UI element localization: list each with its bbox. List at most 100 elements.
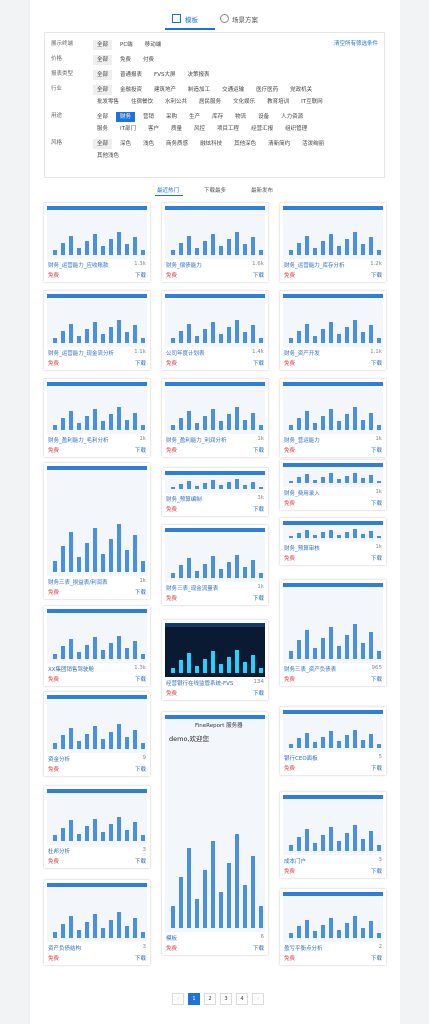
card-title[interactable]: 盈亏平衡点分析 [284, 946, 323, 952]
card-title[interactable]: 财务_预算审核 [284, 546, 320, 552]
filter-option[interactable]: IT互联网 [301, 99, 323, 105]
sort-option[interactable]: 最新发布 [251, 188, 274, 194]
card-download[interactable]: 下载 [134, 677, 146, 683]
tab[interactable]: 场景方案 [232, 16, 258, 24]
template-card[interactable]: XX集团销售驾驶舱 1.3k 免费 下载 [44, 606, 150, 686]
filter-option[interactable]: 文化娱乐 [233, 99, 256, 105]
filter-option[interactable]: 物流 [235, 114, 247, 120]
template-card[interactable]: 财务_盈利能力_利润分析 1k 免费 下载 [162, 379, 268, 457]
card-title[interactable]: 财务三表_现金流量表 [166, 586, 219, 592]
template-card[interactable]: 财务_运营能力_现金流分析 1.1k 免费 下载 [44, 291, 150, 370]
card-download[interactable]: 下载 [134, 859, 146, 865]
card-download[interactable]: 下载 [370, 677, 382, 683]
page-prev[interactable]: ‹ [172, 993, 184, 1005]
template-card[interactable]: 财务_偿债能力 1.6k 免费 下载 [162, 203, 268, 282]
template-card[interactable]: 财务_盈利能力_毛利分析 1k 免费 下载 [44, 379, 150, 457]
template-card[interactable]: 经营银行在线监管系统-FVS 134 免费 下载 [162, 620, 268, 700]
filter-option[interactable]: 移动端 [144, 42, 162, 48]
filter-option[interactable]: 人力资源 [281, 114, 304, 120]
clear-filters[interactable]: 清空所有筛选条件 [333, 41, 378, 47]
card-title[interactable]: 成本门户 [284, 859, 307, 865]
template-card[interactable]: 财务_运营能力_应收账款 1.3k 免费 下载 [44, 203, 150, 282]
filter-option[interactable]: 交通运输 [222, 87, 245, 93]
card-download[interactable]: 下载 [370, 556, 382, 562]
template-card[interactable]: 杜邦分析 3 免费 下载 [44, 786, 150, 868]
template-card[interactable]: 财务三表_损益表/利润表 1k 免费 下载 [44, 463, 150, 599]
filter-option[interactable]: 设备 [258, 114, 270, 120]
template-card[interactable]: 资产负债结构 3 免费 下载 [44, 880, 150, 965]
card-download[interactable]: 下载 [370, 273, 382, 279]
card-download[interactable]: 下载 [252, 273, 264, 279]
filter-option[interactable]: 质量 [171, 126, 183, 132]
card-title[interactable]: 资金分析 [48, 757, 71, 763]
card-download[interactable]: 下载 [252, 596, 264, 602]
template-card[interactable]: 财务三表_资产负债表 965 免费 下载 [280, 580, 386, 686]
filter-option[interactable]: 活泼绚丽 [302, 141, 325, 147]
template-card[interactable]: 公司年度计划表 1.4k 免费 下载 [162, 291, 268, 370]
filter-option[interactable]: 免费 [120, 57, 132, 63]
filter-option[interactable]: 浅色 [143, 141, 155, 147]
card-download[interactable]: 下载 [370, 448, 382, 454]
filter-option[interactable]: 付费 [143, 57, 155, 63]
filter-option[interactable]: 党政机关 [290, 87, 313, 93]
filter-option[interactable]: 财务 [116, 112, 136, 122]
filter-option[interactable]: 全部 [93, 40, 113, 50]
card-title[interactable]: 财务_运营能力_应收账款 [48, 263, 109, 269]
filter-option[interactable]: 水利公共 [165, 99, 188, 105]
filter-option[interactable]: 全部 [97, 114, 109, 120]
filter-option[interactable]: 全部 [93, 139, 113, 149]
card-download[interactable]: 下载 [370, 361, 382, 367]
filter-option[interactable]: 教育培训 [267, 99, 290, 105]
filter-option[interactable]: 其他浅色 [97, 153, 120, 159]
filter-option[interactable]: 其他深色 [234, 141, 257, 147]
filter-option[interactable]: 普通报表 [120, 72, 143, 78]
filter-option[interactable]: 风控 [194, 126, 206, 132]
card-title[interactable]: 模板 [166, 936, 178, 942]
card-download[interactable]: 下载 [370, 501, 382, 507]
page-number[interactable]: 2 [204, 993, 216, 1005]
template-card[interactable]: 成本门户 3 免费 下载 [280, 792, 386, 878]
card-title[interactable]: 资产负债结构 [48, 946, 82, 952]
card-download[interactable]: 下载 [370, 766, 382, 772]
card-download[interactable]: 下载 [134, 767, 146, 773]
template-card[interactable]: 财务_预算编制 1k 免费 下载 [162, 468, 268, 516]
template-card[interactable]: 财务_营运能力 1k 免费 下载 [280, 379, 386, 457]
filter-option[interactable]: 决策报表 [187, 72, 210, 78]
filter-option[interactable]: 住宿餐饮 [131, 99, 154, 105]
template-card[interactable]: 财务_资产开发 1.1k 免费 下载 [280, 291, 386, 370]
filter-option[interactable]: 项目工程 [217, 126, 240, 132]
filter-option[interactable]: 生产 [189, 114, 201, 120]
template-card[interactable]: 财务_运营能力_库存分析 1.2k 免费 下载 [280, 203, 386, 282]
filter-option[interactable]: 制造加工 [188, 87, 211, 93]
filter-option[interactable]: PC端 [120, 42, 133, 48]
card-title[interactable]: 财务_营运能力 [284, 438, 320, 444]
tab[interactable]: 模板 [185, 16, 198, 24]
filter-option[interactable]: FVS大屏 [154, 72, 176, 78]
page-number[interactable]: 3 [220, 993, 232, 1005]
card-download[interactable]: 下载 [252, 946, 264, 952]
card-download[interactable]: 下载 [252, 691, 264, 697]
filter-option[interactable]: 商务质感 [166, 141, 189, 147]
card-download[interactable]: 下载 [134, 448, 146, 454]
card-title[interactable]: 财务_预算编制 [166, 497, 202, 503]
template-card[interactable]: 资金分析 9 免费 下载 [44, 692, 150, 776]
filter-option[interactable]: 清新简约 [268, 141, 291, 147]
card-download[interactable]: 下载 [134, 956, 146, 962]
card-title[interactable]: 财务_盈利能力_毛利分析 [48, 438, 109, 444]
page-number[interactable]: 4 [236, 993, 248, 1005]
filter-option[interactable]: 建筑地产 [154, 87, 177, 93]
filter-option[interactable]: 金融投资 [120, 87, 143, 93]
card-title[interactable]: XX集团销售驾驶舱 [48, 667, 95, 673]
filter-option[interactable]: 服务 [97, 126, 109, 132]
card-title[interactable]: 财务_盈利能力_利润分析 [166, 438, 227, 444]
filter-option[interactable]: IT部门 [120, 126, 136, 132]
page-next[interactable]: › [252, 993, 264, 1005]
card-download[interactable]: 下载 [252, 448, 264, 454]
filter-option[interactable]: 全部 [93, 85, 113, 95]
filter-option[interactable]: 经营汇报 [251, 126, 274, 132]
filter-option[interactable]: 采购 [166, 114, 178, 120]
filter-option[interactable]: 融炫科技 [200, 141, 223, 147]
card-title[interactable]: 财务_偿债能力 [166, 263, 202, 269]
card-download[interactable]: 下载 [134, 273, 146, 279]
filter-option[interactable]: 营销 [143, 114, 155, 120]
